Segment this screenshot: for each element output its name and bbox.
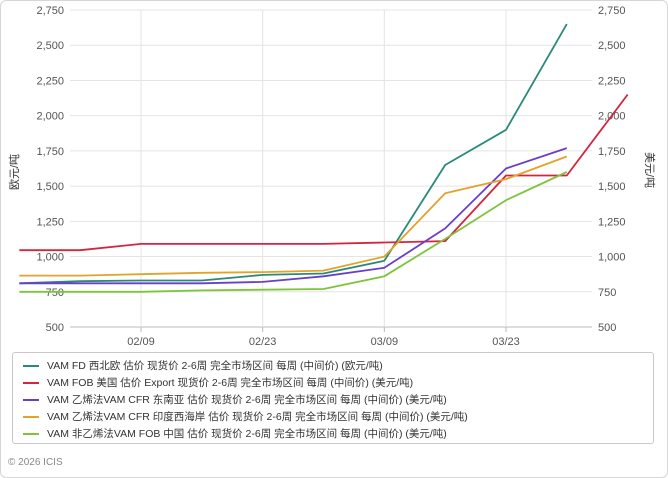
- legend-swatch: [23, 432, 39, 435]
- right-axis-label: 美元/吨: [643, 152, 656, 188]
- right-tick-label: 2,500: [598, 40, 626, 52]
- series-line-2[interactable]: [19, 93, 629, 252]
- line-chart: 500 750 1,000 1,250 1,500 1,750 2,000 2,250 2,50…: [8, 5, 656, 348]
- left-tick-label: 1,750: [36, 146, 64, 158]
- legend-label: VAM 非乙烯法VAM FOB 中国 估价 现货价 2-6周 完全市场区间 每周…: [47, 428, 447, 440]
- right-tick-label: 1,500: [598, 181, 626, 193]
- x-tick-label: 02/09: [127, 336, 155, 348]
- series-line-3[interactable]: [19, 147, 568, 285]
- legend-item-5[interactable]: VAM 非乙烯法VAM FOB 中国 估价 现货价 2-6周 完全市场区间 每周…: [23, 425, 653, 442]
- copyright-notice: © 2026 ICIS: [8, 457, 63, 468]
- legend-swatch: [23, 398, 39, 401]
- right-tick-label: 1,000: [598, 252, 626, 264]
- legend-swatch: [23, 364, 39, 367]
- legend-item-3[interactable]: VAM 乙烯法VAM CFR 东南亚 估价 现货价 2-6周 完全市场区间 每周…: [23, 391, 653, 408]
- left-tick-label: 2,750: [36, 5, 64, 17]
- right-tick-label: 1,250: [598, 216, 626, 228]
- right-tick-label: 1,750: [598, 146, 626, 158]
- chart-legend: VAM FD 西北欧 估价 现货价 2-6周 完全市场区间 每周 (中间价) (…: [12, 352, 654, 444]
- legend-label: VAM 乙烯法VAM CFR 印度西海岸 估价 现货价 2-6周 完全市场区间 …: [47, 411, 468, 423]
- x-tick-label: 02/23: [249, 336, 277, 348]
- legend-label: VAM FOB 美国 估价 Export 现货价 2-6周 完全市场区间 每周 …: [47, 377, 414, 389]
- legend-item-1[interactable]: VAM FD 西北欧 估价 现货价 2-6周 完全市场区间 每周 (中间价) (…: [23, 357, 653, 374]
- series-lines: [19, 23, 629, 293]
- legend-item-4[interactable]: VAM 乙烯法VAM CFR 印度西海岸 估价 现货价 2-6周 完全市场区间 …: [23, 408, 653, 425]
- right-tick-label: 500: [598, 322, 616, 334]
- right-tick-label: 750: [598, 287, 616, 299]
- left-tick-label: 1,500: [36, 181, 64, 193]
- right-axis-ticks: 5007501,0001,2501,5001,7502,0002,2502,50…: [598, 5, 626, 334]
- legend-swatch: [23, 381, 39, 384]
- left-tick-label: 750: [46, 287, 64, 299]
- series-line-1[interactable]: [19, 23, 568, 285]
- legend-label: VAM FD 西北欧 估价 现货价 2-6周 完全市场区间 每周 (中间价) (…: [47, 360, 383, 372]
- legend-item-2[interactable]: VAM FOB 美国 估价 Export 现货价 2-6周 完全市场区间 每周 …: [23, 374, 653, 391]
- right-tick-label: 2,750: [598, 5, 626, 17]
- x-tick-label: 03/23: [492, 336, 520, 348]
- series-line-4[interactable]: [19, 155, 568, 277]
- x-axis-ticks: 02/09 02/23 03/09 03/23: [127, 336, 520, 348]
- left-tick-label: 500: [46, 322, 64, 334]
- left-tick-label: 2,000: [36, 111, 64, 123]
- left-tick-label: 1,250: [36, 216, 64, 228]
- left-tick-label: 2,500: [36, 40, 64, 52]
- x-tick-label: 03/09: [371, 336, 399, 348]
- left-axis-ticks: 500 750 1,000 1,250 1,500 1,750 2,000 2,250 2,50…: [36, 5, 64, 334]
- legend-label: VAM 乙烯法VAM CFR 东南亚 估价 现货价 2-6周 完全市场区间 每周…: [47, 394, 447, 406]
- left-tick-label: 1,000: [36, 252, 64, 264]
- right-tick-label: 2,250: [598, 75, 626, 87]
- legend-swatch: [23, 415, 39, 418]
- left-tick-label: 2,250: [36, 75, 64, 87]
- left-axis-label: 欧元/吨: [8, 154, 21, 190]
- series-line-5[interactable]: [19, 171, 568, 293]
